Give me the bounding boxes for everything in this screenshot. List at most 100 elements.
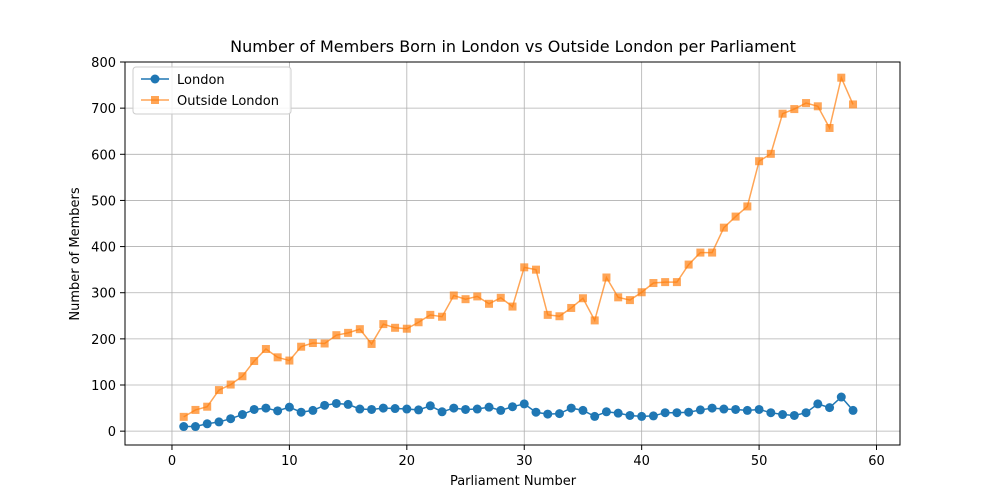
data-point-london	[601, 407, 611, 417]
data-point-london	[414, 405, 424, 415]
data-point-outside-london	[414, 318, 423, 327]
x-tick-label: 40	[633, 454, 650, 469]
data-point-london	[343, 399, 353, 409]
legend-label-london: London	[177, 73, 225, 88]
data-point-london	[789, 410, 799, 420]
data-point-london	[578, 405, 588, 415]
data-point-london	[355, 404, 365, 414]
y-tick-label: 300	[91, 287, 116, 302]
data-point-outside-london	[402, 324, 411, 333]
y-axis-title: Number of Members	[68, 187, 83, 320]
data-point-outside-london	[672, 278, 681, 287]
legend-label-outside-london: Outside London	[177, 94, 279, 109]
y-tick-label: 700	[91, 102, 116, 117]
data-point-london	[648, 411, 658, 421]
data-point-london	[742, 405, 752, 415]
data-point-london	[367, 404, 377, 414]
data-point-outside-london	[496, 293, 505, 302]
data-point-outside-london	[661, 278, 670, 287]
data-point-outside-london	[719, 223, 728, 232]
data-point-london	[496, 405, 506, 415]
data-point-outside-london	[531, 265, 540, 274]
data-point-outside-london	[708, 248, 717, 257]
data-point-outside-london	[813, 102, 822, 111]
data-point-london	[778, 410, 788, 420]
data-point-outside-london	[179, 412, 188, 421]
data-point-london	[766, 408, 776, 418]
data-point-outside-london	[449, 291, 458, 300]
chart-title: Number of Members Born in London vs Outs…	[230, 37, 796, 56]
data-point-outside-london	[555, 312, 564, 321]
data-point-london	[543, 409, 553, 419]
data-point-outside-london	[578, 294, 587, 303]
data-point-london	[402, 404, 412, 414]
data-point-london	[825, 403, 835, 413]
data-point-outside-london	[849, 100, 858, 109]
data-point-outside-london	[696, 248, 705, 257]
data-point-outside-london	[344, 328, 353, 337]
legend-item-outside-london: Outside London	[141, 94, 279, 109]
data-point-london	[613, 408, 623, 418]
data-point-outside-london	[473, 292, 482, 301]
data-point-outside-london	[320, 339, 329, 348]
data-point-outside-london	[391, 323, 400, 332]
data-point-london	[202, 419, 212, 429]
data-point-outside-london	[614, 293, 623, 302]
data-point-outside-london	[731, 212, 740, 221]
data-point-london	[179, 422, 189, 432]
data-point-london	[719, 404, 729, 414]
data-point-outside-london	[308, 339, 317, 348]
series-london	[179, 392, 858, 432]
data-point-outside-london	[297, 342, 306, 351]
y-tick-label: 500	[91, 194, 116, 209]
data-point-outside-london	[214, 386, 223, 395]
data-point-outside-london	[590, 316, 599, 325]
legend-marker-london	[150, 74, 160, 84]
data-point-london	[449, 403, 459, 413]
x-tick-label: 60	[868, 454, 885, 469]
x-tick-label: 50	[751, 454, 768, 469]
data-point-london	[461, 404, 471, 414]
data-point-outside-london	[755, 157, 764, 166]
data-point-outside-london	[602, 273, 611, 282]
data-point-london	[625, 410, 635, 420]
data-point-outside-london	[743, 202, 752, 211]
data-point-london	[320, 400, 330, 410]
data-point-outside-london	[684, 260, 693, 269]
data-point-london	[672, 408, 682, 418]
data-point-outside-london	[250, 357, 259, 366]
data-point-outside-london	[485, 299, 494, 308]
series-outside-london	[179, 73, 858, 421]
y-tick-label: 800	[91, 56, 116, 71]
series-line-outside-london	[183, 75, 854, 418]
data-point-outside-london	[625, 296, 634, 305]
data-point-london	[190, 422, 200, 432]
plot-frame	[124, 61, 901, 446]
data-point-outside-london	[379, 320, 388, 329]
data-point-outside-london	[520, 263, 529, 272]
legend-marker-outside-london	[151, 96, 159, 104]
data-point-outside-london	[802, 99, 811, 108]
data-point-london	[813, 399, 823, 409]
data-point-london	[390, 404, 400, 414]
data-point-outside-london	[426, 310, 435, 319]
data-point-london	[637, 411, 647, 421]
data-point-outside-london	[367, 339, 376, 348]
data-point-london	[660, 408, 670, 418]
data-point-london	[484, 402, 494, 412]
data-point-london	[249, 404, 259, 414]
data-point-outside-london	[837, 73, 846, 82]
data-point-london	[836, 392, 846, 402]
data-point-london	[508, 402, 517, 412]
data-point-outside-london	[285, 356, 294, 365]
data-point-london	[554, 409, 564, 419]
data-point-london	[296, 407, 306, 417]
y-tick-label: 400	[91, 241, 116, 256]
data-point-london	[214, 417, 224, 427]
data-point-outside-london	[261, 345, 270, 354]
data-point-london	[754, 404, 764, 414]
data-point-london	[519, 399, 529, 409]
data-point-london	[378, 403, 388, 413]
